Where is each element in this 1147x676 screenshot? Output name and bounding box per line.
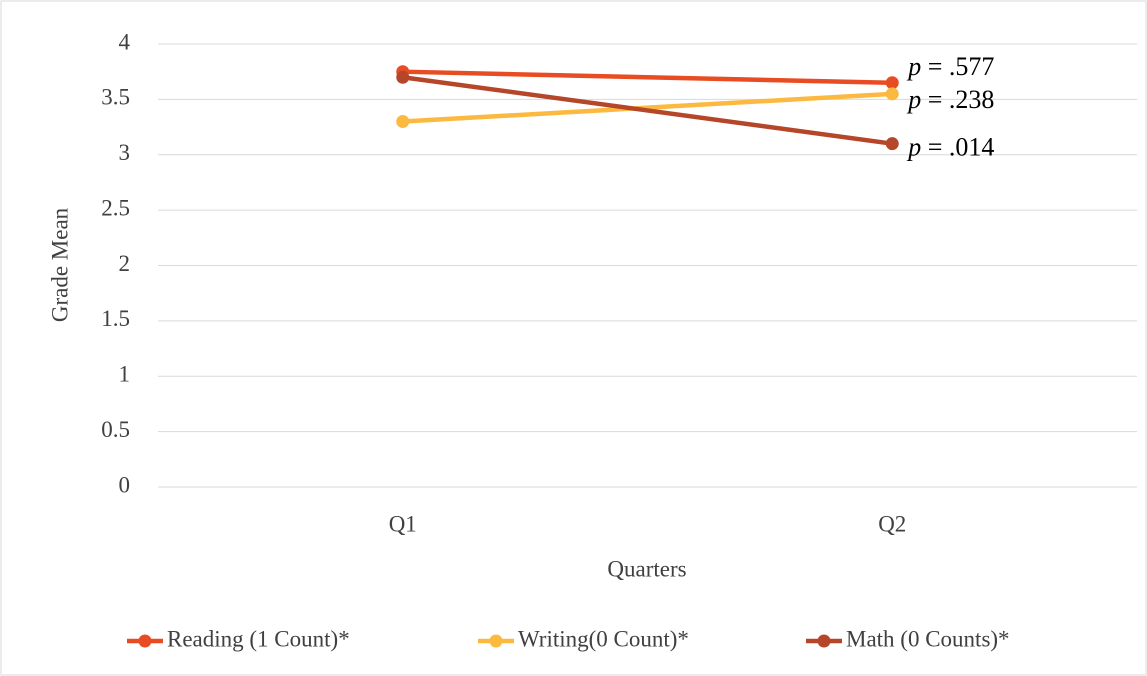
y-tick-label: 2 [119, 251, 131, 276]
annotation-symbol: p [906, 52, 921, 81]
legend-label: Writing(0 Count)* [518, 626, 689, 651]
x-tick-label: Q1 [389, 511, 417, 536]
annotation-value: = .014 [921, 133, 994, 162]
x-tick-label: Q2 [878, 511, 906, 536]
annotation-value: = .577 [921, 52, 994, 81]
legend-label: Reading (1 Count)* [167, 626, 350, 651]
annotation: p = .577 [906, 52, 994, 81]
y-tick-label: 0.5 [101, 417, 130, 442]
x-axis-title: Quarters [607, 556, 686, 581]
y-tick-label: 2.5 [101, 195, 130, 220]
y-tick-label: 0 [119, 472, 131, 497]
series-line [400, 91, 895, 124]
legend-marker [138, 634, 152, 648]
data-point [885, 76, 899, 90]
y-tick-label: 4 [119, 29, 131, 54]
legend-marker [489, 634, 503, 648]
legend-label: Math (0 Counts)* [846, 626, 1010, 651]
annotation: p = .238 [906, 85, 994, 114]
annotation-value: = .238 [921, 85, 994, 114]
y-tick-label: 1.5 [101, 306, 130, 331]
data-point [396, 115, 410, 129]
y-axis-title: Grade Mean [47, 207, 72, 322]
legend-marker [817, 634, 831, 648]
y-tick-label: 3.5 [101, 85, 130, 110]
data-point [885, 87, 899, 101]
annotation-symbol: p [906, 85, 921, 114]
y-tick-label: 1 [119, 362, 131, 387]
y-tick-label: 3 [119, 140, 131, 165]
data-point [396, 70, 410, 84]
series-line [400, 74, 895, 146]
annotation: p = .014 [906, 133, 994, 162]
data-point [885, 137, 899, 151]
series-line [400, 69, 895, 86]
annotation-symbol: p [906, 133, 921, 162]
